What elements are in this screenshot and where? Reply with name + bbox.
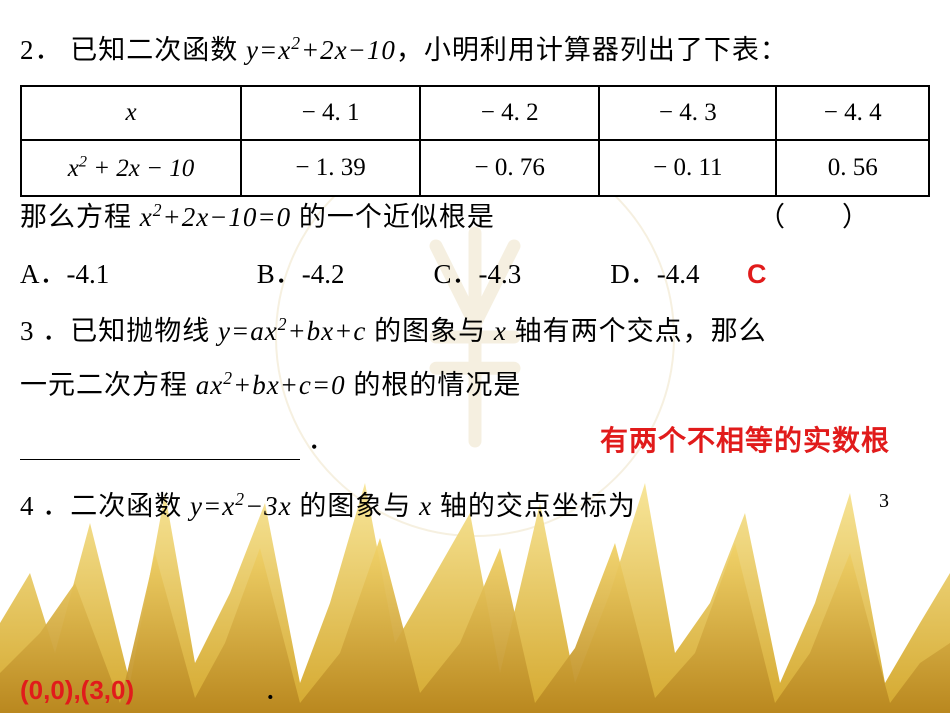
option-a: A．-4.1 [20, 252, 250, 291]
option-b: B．-4.2 [257, 252, 427, 291]
slide-content: 2． 已知二次函数 y=x2+2x−10，小明利用计算器列出了下表： x − 4… [0, 0, 950, 527]
q3-formula: y=ax2+bx+c [218, 316, 366, 346]
q3-line2-b: 的根的情况是 [346, 370, 522, 400]
q3-period: ． [308, 425, 336, 455]
table-header-expr: x2 + 2x − 10 [21, 140, 241, 196]
q4-formula: y=x2−3x [190, 491, 292, 521]
table-row: x2 + 2x − 10 − 1. 39 − 0. 76 − 0. 11 0. … [21, 140, 929, 196]
table-cell: − 0. 11 [599, 140, 776, 196]
q3-line2-a: 一元二次方程 [20, 370, 196, 400]
q2-answer: C [747, 259, 767, 289]
q2-number: 2． [20, 35, 63, 65]
q4-number: 4 ． [20, 491, 70, 521]
q3-text-a: 已知抛物线 [70, 316, 218, 346]
q3-line2: 一元二次方程 ax2+bx+c=0 的根的情况是 [20, 365, 930, 406]
q4-text-b: 的图象与 [292, 491, 420, 521]
q2-text-b: ，小明利用计算器列出了下表： [396, 35, 788, 65]
table-cell: 0. 56 [776, 140, 929, 196]
q4-text-c: 轴的交点坐标为 [432, 491, 636, 521]
table-cell: − 4. 3 [599, 86, 776, 140]
q2-partial-text: 那么方程 x2+2x−10=0 的一个近似根是 [20, 202, 495, 232]
table-cell: − 4. 1 [241, 86, 420, 140]
table-cell: − 1. 39 [241, 140, 420, 196]
table-cell: − 0. 76 [420, 140, 599, 196]
q4-text-a: 二次函数 [70, 491, 190, 521]
q2-options: A．-4.1 B．-4.2 C．-4.3 D．-4.4 C [20, 252, 930, 291]
option-c: C．-4.3 [434, 252, 604, 291]
page-number: 3 [879, 486, 890, 516]
q3-number: 3 ． [20, 316, 70, 346]
q3-text-b: 的图象与 [366, 316, 494, 346]
q3-line2-formula: ax2+bx+c=0 [196, 370, 346, 400]
table-cell: − 4. 4 [776, 86, 929, 140]
q2-formula: y=x2+2x−10 [246, 35, 396, 65]
q2-partial-line: 那么方程 x2+2x−10=0 的一个近似根是 （ ） [20, 195, 930, 234]
q4-xvar: x [419, 491, 432, 521]
table-row: x − 4. 1 − 4. 2 − 4. 3 − 4. 4 [21, 86, 929, 140]
q3-text-c: 轴有两个交点，那么 [507, 316, 767, 346]
q3-xvar: x [494, 316, 507, 346]
blank-underline [20, 431, 300, 461]
q3-answer: 有两个不相等的实数根 [600, 420, 890, 462]
q2-paren: （ ） [758, 195, 870, 234]
option-d: D．-4.4 [610, 252, 740, 291]
q4-line: 4 ．二次函数 y=x2−3x 的图象与 x 轴的交点坐标为 3 [20, 486, 930, 527]
q3-blank-line: ． 有两个不相等的实数根 [20, 420, 930, 461]
table-header-x: x [21, 86, 241, 140]
q3-line1: 3 ．已知抛物线 y=ax2+bx+c 的图象与 x 轴有两个交点，那么 [20, 311, 930, 352]
table-cell: − 4. 2 [420, 86, 599, 140]
q2-text-a: 已知二次函数 [70, 35, 246, 65]
q4-answer: (0,0),(3,0) ． [20, 670, 290, 707]
q2-stem: 2． 已知二次函数 y=x2+2x−10，小明利用计算器列出了下表： [20, 30, 930, 71]
q2-table: x − 4. 1 − 4. 2 − 4. 3 − 4. 4 x2 + 2x − … [20, 85, 930, 197]
